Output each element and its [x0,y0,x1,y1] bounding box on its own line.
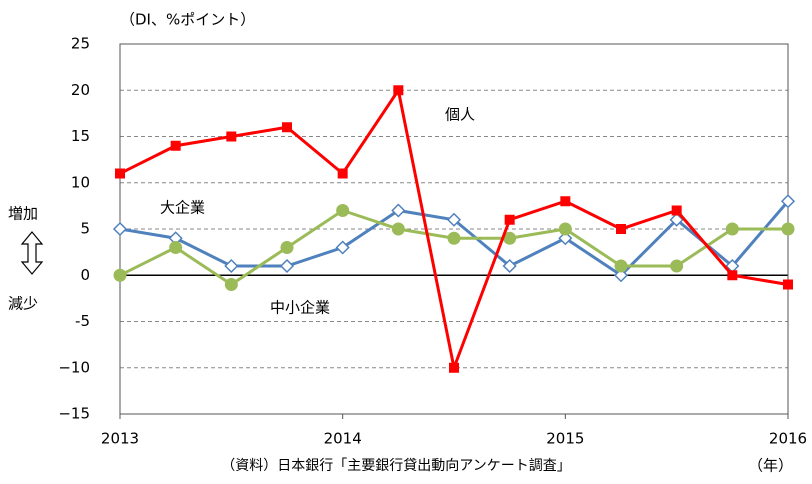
marker [280,241,294,254]
source: （資料）日本銀行「主要銀行貸出動向アンケート調査」 [221,458,570,474]
marker [449,362,459,373]
x-tick-label: 2014 [324,430,362,448]
unit-label: （DI、%ポイント） [120,11,255,29]
marker [727,270,738,281]
marker [670,259,684,273]
x-unit-label: （年） [748,457,793,475]
y-tick-label: 25 [71,35,90,53]
marker [393,85,404,96]
marker [391,222,405,236]
marker [170,140,181,151]
series-label: 大企業 [160,199,205,217]
y-tick-label: 20 [71,81,90,99]
marker [335,240,350,255]
marker [337,168,348,179]
marker [115,168,125,179]
marker [781,222,795,236]
marker [447,231,461,245]
marker [224,258,239,274]
marker [558,231,573,246]
marker [503,231,517,245]
y-tick-label: −15 [58,405,90,423]
marker [504,214,515,225]
marker [113,268,127,282]
increase-label: 増加 [8,205,38,223]
marker [613,268,629,283]
series-label: 中小企業 [270,299,330,317]
y-tick-label: -5 [75,312,90,330]
y-tick-label: 15 [71,127,90,145]
marker [446,212,462,227]
x-tick-label: 2015 [546,430,584,448]
decrease-label: 減少 [8,295,38,313]
updown-arrow [20,231,44,275]
marker [502,258,517,274]
x-tick-label: 2016 [769,430,807,448]
y-tick-label: −10 [58,358,90,376]
marker [224,278,238,291]
marker [558,222,572,236]
marker [279,258,295,274]
marker [560,196,571,207]
marker [616,224,626,234]
marker [112,221,128,237]
x-tick-label: 2013 [101,430,139,448]
marker [780,194,796,209]
marker [614,259,628,273]
y-tick-label: 0 [80,266,90,284]
series-label: 個人 [445,106,475,124]
marker [282,122,292,133]
y-tick-label: 10 [71,173,90,191]
y-tick-label: 5 [80,220,90,238]
marker [671,205,682,216]
marker [725,222,739,236]
marker [169,241,183,254]
marker [226,131,237,142]
marker [669,212,684,227]
marker [391,203,406,218]
marker [783,279,793,290]
marker [336,204,350,217]
